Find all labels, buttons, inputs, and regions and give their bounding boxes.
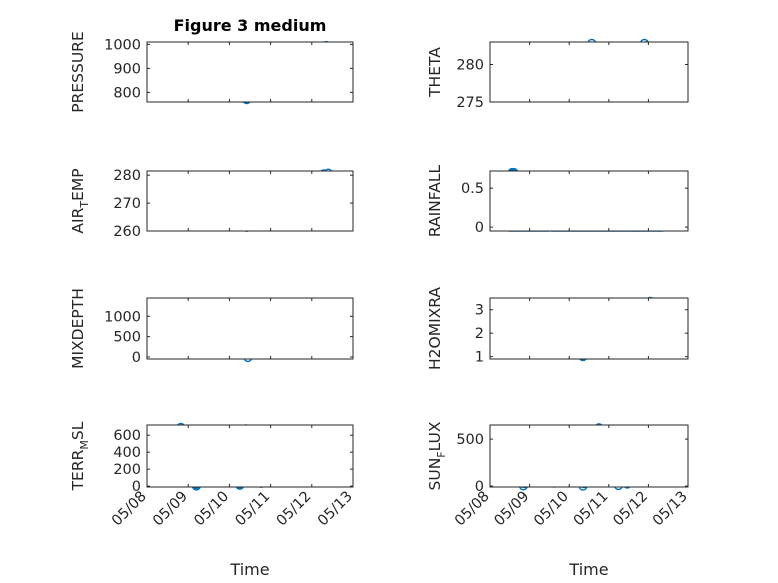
x-tick-label: 05/09 — [150, 489, 191, 530]
y-axis-label: MIXDEPTH — [69, 288, 87, 369]
y-axis-label: H2OMIXRA — [426, 287, 444, 370]
y-tick-label: 400 — [113, 445, 141, 461]
y-tick-label: 270 — [113, 196, 141, 212]
y-axis-label: THETA — [426, 47, 444, 98]
x-axis-label: Time — [229, 560, 269, 579]
chart-title: Figure 3 medium — [174, 16, 327, 35]
y-tick-label: 280 — [113, 168, 141, 184]
y-tick-label: 0.5 — [461, 181, 484, 197]
x-tick-label: 05/09 — [492, 489, 533, 530]
y-axis-label: AIRTEMP — [69, 168, 91, 233]
y-tick-label: 0 — [475, 220, 484, 236]
x-tick-label: 05/08 — [452, 489, 493, 530]
axes-box — [146, 170, 354, 232]
y-tick-label: 1 — [475, 350, 484, 366]
x-tick-label: 05/08 — [109, 489, 150, 530]
y-tick-label: 0 — [132, 479, 141, 495]
x-tick-label: 05/12 — [610, 489, 651, 530]
y-axis-label: RAINFALL — [426, 164, 444, 237]
subplot-1: 800 900 1000 PRESSURE Figure 3 medium — [69, 16, 354, 113]
x-tick-label: 05/12 — [274, 489, 315, 530]
y-tick-label: 3 — [475, 303, 484, 319]
axes-box — [489, 41, 689, 103]
axes-box — [146, 424, 354, 488]
y-tick-label: 800 — [113, 85, 141, 101]
axes-box — [146, 41, 354, 103]
subplot-5: 0 500 1000 MIXDEPTH — [69, 288, 354, 369]
x-tick-label: 05/10 — [191, 489, 232, 530]
y-tick-label: 500 — [113, 330, 141, 346]
x-tick-label: 05/11 — [571, 489, 612, 530]
x-tick-label: 05/13 — [315, 489, 356, 530]
axes-box — [146, 297, 354, 360]
y-axis-label: TERRMSL — [69, 421, 91, 491]
subplot-3: 260 270 280 AIRTEMP — [69, 168, 354, 240]
y-tick-label: 0 — [475, 479, 484, 495]
y-tick-label: 1000 — [104, 309, 141, 325]
axes-box — [489, 297, 689, 360]
y-tick-label: 200 — [113, 462, 141, 478]
axes-box — [489, 170, 689, 232]
subplot-2: 275 280 THETA — [426, 38, 689, 111]
y-tick-label: 500 — [456, 432, 484, 448]
y-tick-label: 275 — [456, 95, 484, 111]
y-tick-label: 600 — [113, 428, 141, 444]
subplot-4: 0 0.5 RAINFALL — [426, 164, 689, 237]
x-tick-label: 05/10 — [531, 489, 572, 530]
y-tick-label: 0 — [132, 350, 141, 366]
subplot-6: 1 2 3 H2OMIXRA — [426, 287, 689, 370]
y-axis-label: PRESSURE — [69, 31, 87, 113]
y-tick-label: 260 — [113, 224, 141, 240]
y-tick-label: 280 — [456, 58, 484, 74]
x-tick-label: 05/11 — [233, 489, 274, 530]
y-axis-label: SUNFLUX — [426, 421, 448, 490]
x-tick-label: 05/13 — [650, 489, 691, 530]
y-tick-label: 2 — [475, 326, 484, 342]
y-tick-label: 900 — [113, 61, 141, 77]
x-axis-label: Time — [568, 560, 608, 579]
axes-box — [489, 424, 689, 488]
y-tick-label: 1000 — [104, 37, 141, 53]
